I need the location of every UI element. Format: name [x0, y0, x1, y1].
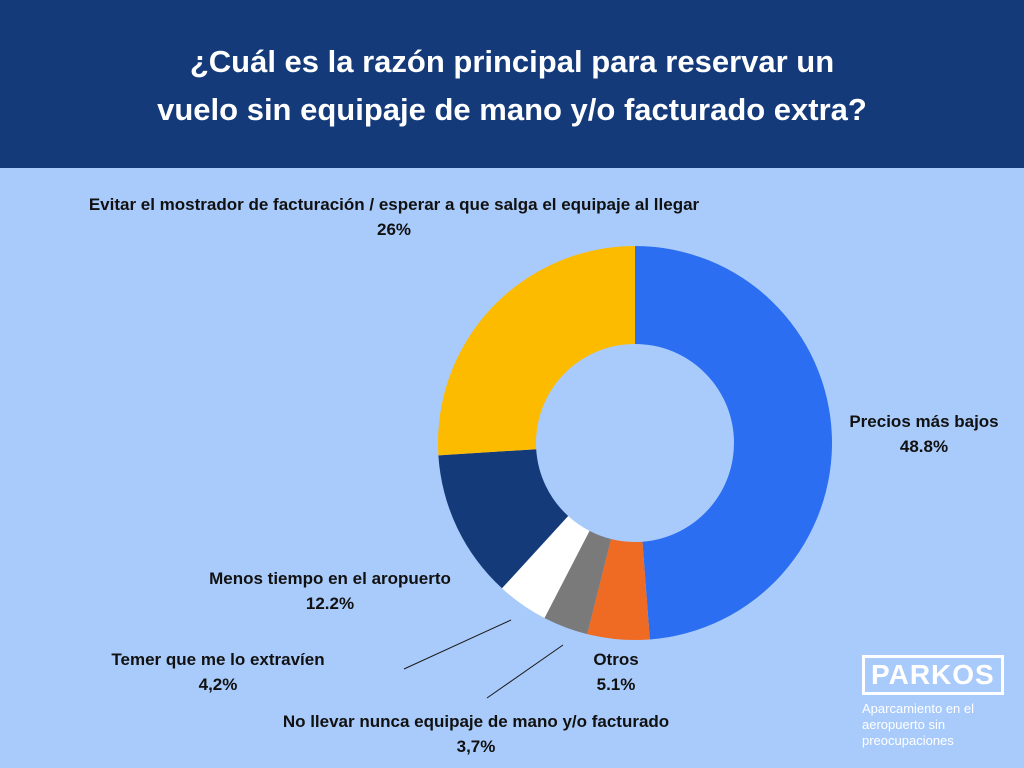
- slice-evitar: [438, 246, 635, 456]
- label-menos-tiempo-text: Menos tiempo en el aropuerto: [209, 569, 451, 588]
- slice-no-llevar: [544, 530, 611, 635]
- label-no-llevar: No llevar nunca equipaje de mano y/o fac…: [226, 709, 726, 759]
- leader-lines: [403, 619, 564, 699]
- slice-otros: [587, 539, 650, 640]
- slice-precios: [635, 246, 833, 640]
- label-temer-text: Temer que me lo extravíen: [111, 650, 325, 669]
- chart-title-line-2: vuelo sin equipaje de mano y/o facturado…: [157, 92, 867, 127]
- label-otros: Otros 5.1%: [576, 647, 656, 697]
- label-precios-text: Precios más bajos: [849, 412, 999, 431]
- brand-tagline-line-1: Aparcamiento en el: [862, 701, 975, 716]
- label-otros-value: 5.1%: [596, 675, 636, 694]
- brand-tagline-line-3: preocupaciones: [862, 733, 954, 748]
- leader-line-no-llevar: [486, 644, 564, 699]
- label-no-llevar-text: No llevar nunca equipaje de mano y/o fac…: [282, 712, 670, 731]
- donut-slices: [438, 246, 833, 640]
- parkos-logo: PARKOS: [862, 655, 1004, 695]
- label-menos-tiempo-value: 12.2%: [305, 594, 355, 613]
- brand-block: PARKOS Aparcamiento en el aeropuerto sin…: [862, 655, 1012, 749]
- slice-menos-tiempo: [438, 449, 569, 589]
- brand-tagline: Aparcamiento en el aeropuerto sin preocu…: [862, 701, 1012, 749]
- chart-title-line-1: ¿Cuál es la razón principal para reserva…: [189, 44, 835, 79]
- label-temer-value: 4,2%: [198, 675, 238, 694]
- leader-line-temer: [403, 619, 512, 670]
- chart-title: ¿Cuál es la razón principal para reserva…: [0, 38, 1024, 134]
- label-precios-value: 48.8%: [899, 437, 949, 456]
- header-bar: ¿Cuál es la razón principal para reserva…: [0, 0, 1024, 168]
- slice-temer: [501, 516, 590, 618]
- brand-tagline-line-2: aeropuerto sin: [862, 717, 946, 732]
- label-temer: Temer que me lo extravíen 4,2%: [78, 647, 358, 697]
- label-precios: Precios más bajos 48.8%: [838, 409, 1010, 459]
- label-menos-tiempo: Menos tiempo en el aropuerto 12.2%: [170, 566, 490, 616]
- label-no-llevar-value: 3,7%: [456, 737, 496, 756]
- label-evitar-value: 26%: [376, 220, 412, 239]
- label-evitar-text: Evitar el mostrador de facturación / esp…: [88, 195, 700, 214]
- label-otros-text: Otros: [593, 650, 639, 669]
